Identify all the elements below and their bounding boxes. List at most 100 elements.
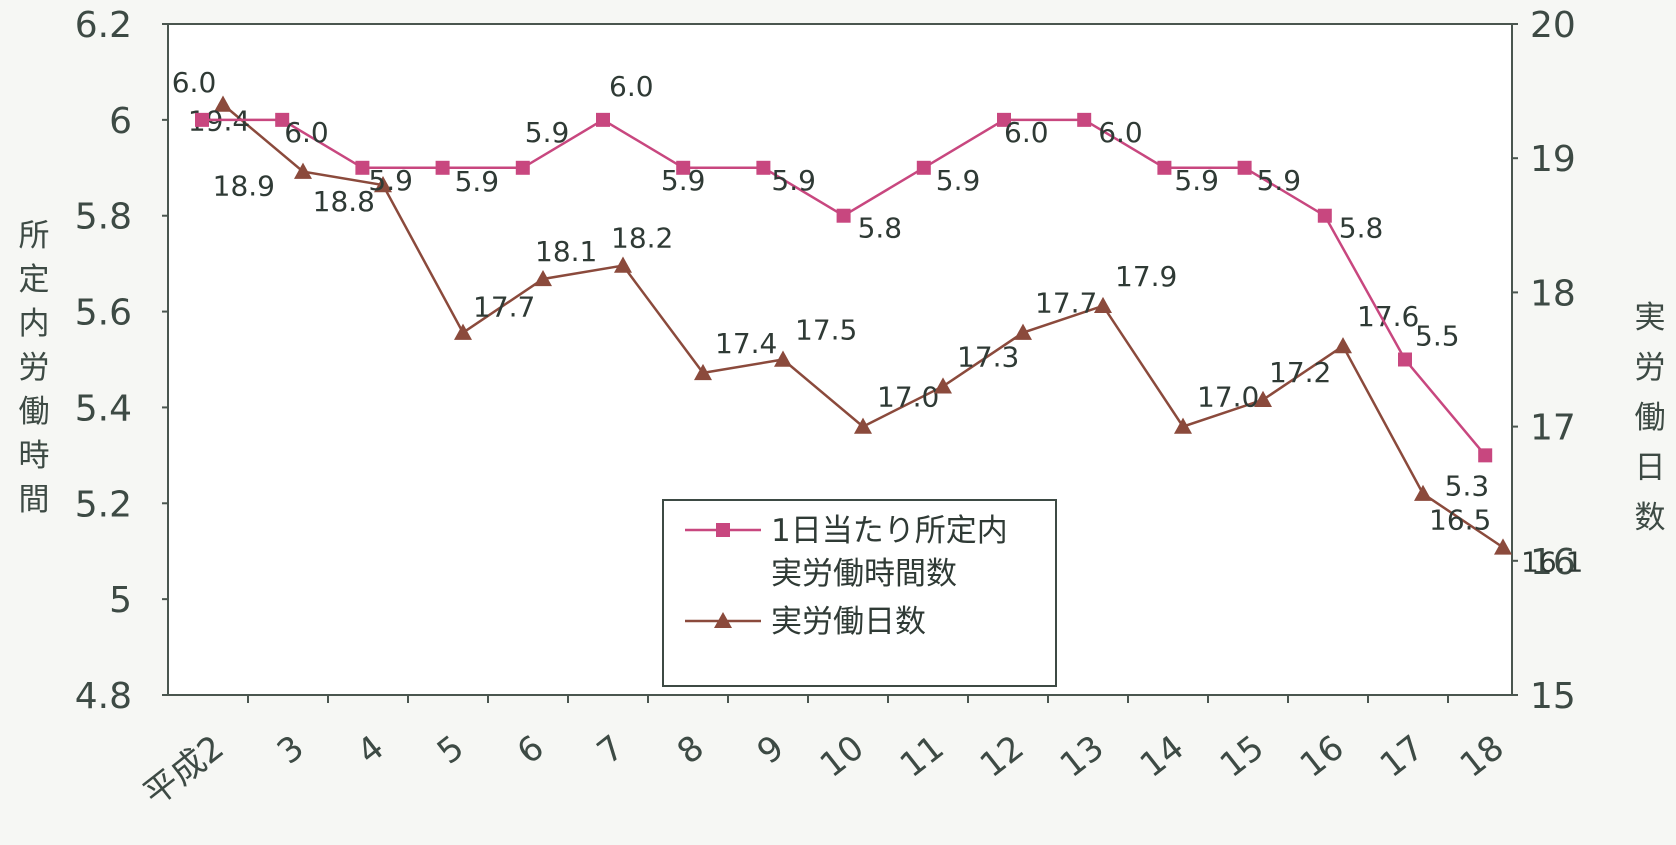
right-axis-title-char: 日: [1635, 450, 1666, 486]
daily-hours-point: [435, 160, 450, 175]
left-axis-tick-label: 5.8: [75, 197, 132, 238]
x-axis-tick-label: 16: [1293, 728, 1352, 786]
daily-hours-point: [1157, 160, 1172, 175]
right-axis-title-char: 働: [1635, 400, 1666, 436]
daily-hours-data-label: 5.8: [1339, 212, 1384, 245]
x-axis-tick-label: 平成2: [136, 728, 231, 815]
x-axis-tick-label: 4: [350, 728, 392, 773]
workdays-point: [694, 363, 712, 381]
daily-hours-point: [756, 160, 771, 175]
daily-hours-data-label: 5.8: [858, 212, 903, 245]
right-axis-tick-label: 20: [1530, 5, 1576, 46]
x-axis-tick-label: 8: [670, 728, 712, 773]
x-axis-tick-label: 7: [590, 728, 632, 773]
daily-hours-point: [355, 160, 370, 175]
daily-hours-data-label: 5.9: [525, 116, 570, 149]
left-axis-tick-label: 4.8: [75, 676, 132, 717]
daily-hours-point: [515, 160, 530, 175]
workdays-data-label: 17.4: [715, 327, 777, 360]
workdays-point: [454, 323, 472, 340]
left-axis-tick-label: 5.6: [75, 293, 132, 334]
workdays-point: [1254, 390, 1272, 407]
workdays-data-label: 16.1: [1521, 545, 1583, 578]
daily-hours-data-label: 5.9: [1174, 164, 1219, 197]
daily-hours-data-label: 5.3: [1445, 469, 1490, 502]
workdays-point: [934, 377, 952, 394]
left-axis-tick-label: 5.2: [75, 484, 132, 525]
daily-hours-point: [596, 112, 610, 127]
right-axis-title-char: 数: [1635, 500, 1666, 536]
x-axis-tick-label: 17: [1373, 728, 1432, 786]
daily-hours-data-label: 5.9: [455, 165, 500, 198]
daily-hours-data-label: 5.5: [1415, 320, 1460, 353]
legend-label-workdays: 実労働日数: [771, 604, 926, 640]
right-axis-tick-label: 19: [1530, 139, 1576, 180]
x-axis-tick-label: 9: [750, 728, 792, 773]
daily-hours-point: [1398, 352, 1412, 367]
daily-hours-data-label: 5.9: [936, 164, 981, 197]
daily-hours-data-label: 6.0: [172, 66, 217, 99]
daily-hours-point: [1317, 208, 1332, 223]
x-axis-tick-label: 13: [1053, 728, 1112, 786]
left-axis-title-char: 働: [19, 394, 50, 430]
workdays-data-label: 17.2: [1269, 356, 1331, 389]
right-axis-tick-label: 16: [1530, 542, 1576, 583]
workdays-data-label: 17.3: [957, 340, 1019, 373]
legend-marker-square: [716, 523, 730, 537]
workdays-data-label: 18.2: [611, 222, 673, 255]
x-axis-tick-label: 15: [1213, 728, 1272, 786]
left-axis-tick-label: 5.4: [75, 388, 132, 429]
daily-hours-data-label: 5.9: [661, 164, 706, 197]
workdays-data-label: 17.7: [1035, 287, 1097, 320]
right-axis-tick-label: 18: [1530, 273, 1576, 314]
x-axis-tick-label: 11: [893, 728, 952, 786]
workdays-point: [1414, 484, 1432, 501]
workdays-data-label: 17.0: [1197, 381, 1259, 414]
workdays-data-label: 17.7: [473, 291, 535, 324]
workdays-point: [774, 350, 792, 367]
workdays-point: [854, 417, 872, 434]
daily-hours-point: [1478, 448, 1493, 463]
left-axis-tick-label: 5: [109, 580, 132, 621]
workdays-data-label: 18.8: [313, 185, 375, 218]
daily-hours-point: [836, 208, 851, 223]
workdays-point: [374, 176, 392, 193]
workdays-data-label: 18.9: [213, 170, 275, 203]
legend-label-daily-hours-line1: 1日当たり所定内: [771, 513, 1008, 549]
daily-hours-data-label: 5.9: [1257, 164, 1302, 197]
x-axis-tick-label: 6: [510, 728, 552, 773]
x-axis-tick-label: 3: [270, 728, 312, 773]
left-axis-title-char: 時: [19, 438, 50, 474]
daily-hours-data-label: 5.9: [771, 164, 816, 197]
workdays-point: [1494, 538, 1512, 555]
legend-label-daily-hours-line2: 実労働時間数: [771, 556, 957, 592]
daily-hours-point: [275, 112, 290, 127]
workdays-point: [534, 269, 552, 287]
left-axis-title-char: 所: [19, 218, 50, 254]
legend-marker-triangle: [714, 612, 732, 628]
workdays-data-label: 18.1: [535, 235, 597, 268]
x-axis-tick-label: 10: [813, 728, 872, 786]
daily-hours-point: [1077, 112, 1092, 127]
left-axis-title-char: 定: [19, 262, 50, 298]
workdays-point: [214, 95, 232, 112]
right-axis-tick-label: 17: [1530, 408, 1576, 449]
daily-hours-data-label: 5.9: [368, 164, 413, 197]
daily-hours-data-label: 6.0: [284, 116, 329, 149]
daily-hours-point: [916, 160, 931, 175]
left-axis-title-char: 労: [19, 350, 50, 386]
right-axis-title-char: 実: [1635, 300, 1666, 336]
workdays-point: [294, 162, 312, 179]
left-axis-tick-label: 6.2: [75, 5, 132, 46]
daily-hours-point: [997, 112, 1011, 127]
daily-hours-data-label: 6.0: [1004, 116, 1049, 149]
workdays-data-label: 17.9: [1115, 260, 1177, 293]
daily-hours-point: [195, 112, 209, 127]
daily-hours-data-label: 6.0: [1098, 116, 1143, 149]
daily-hours-point: [676, 160, 691, 175]
workdays-point: [1094, 296, 1112, 314]
x-axis-tick-label: 14: [1133, 728, 1192, 786]
right-axis-title-char: 労: [1635, 350, 1666, 386]
